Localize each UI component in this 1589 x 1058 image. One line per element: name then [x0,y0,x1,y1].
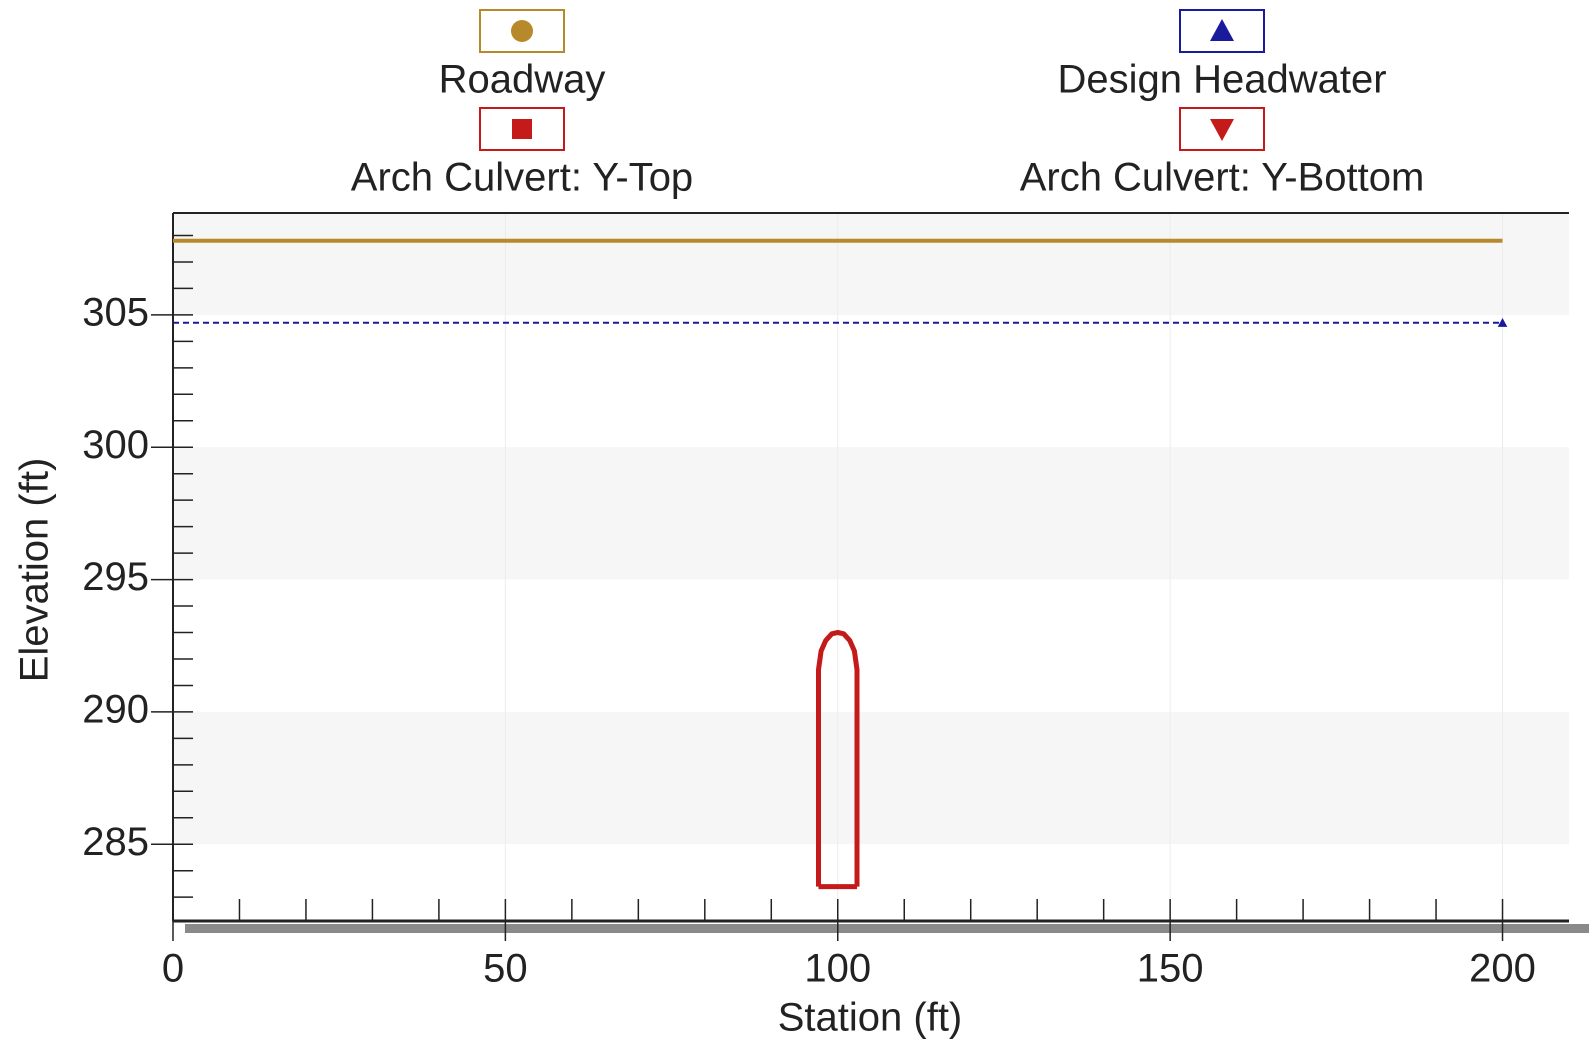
grid-band [173,711,1569,845]
legend-label: Roadway [439,58,606,102]
y-axis-label: Elevation (ft) [13,458,57,683]
x-tick-label: 0 [162,947,184,991]
x-tick-label: 150 [1137,947,1204,991]
grid-band [173,213,1569,315]
legend-marker [512,119,532,139]
x-tick-label: 50 [483,947,528,991]
legend-marker [1210,19,1234,41]
data-point [1497,318,1508,327]
y-tick-label: 285 [82,820,149,864]
grid-band [173,447,1569,580]
x-tick-label: 100 [804,947,871,991]
ground-band [185,924,1589,933]
y-tick-label: 290 [82,687,149,731]
series-line [816,630,860,887]
legend-marker [511,20,533,42]
legend-label: Design Headwater [1057,58,1386,102]
legend-swatch-box [1179,107,1265,151]
y-tick-label: 295 [82,555,149,599]
bands [173,213,1569,845]
y-tick-label: 300 [82,423,149,467]
y-tick-label: 305 [82,290,149,334]
legend-label: Arch Culvert: Y-Top [351,156,693,200]
legend-label: Arch Culvert: Y-Bottom [1020,156,1425,200]
x-axis-label: Station (ft) [778,996,963,1040]
x-tick-label: 200 [1469,947,1536,991]
legend-marker [1210,119,1234,141]
